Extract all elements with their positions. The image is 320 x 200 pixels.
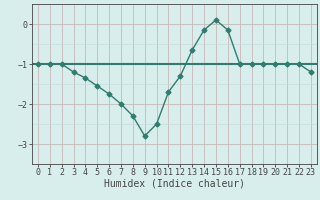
X-axis label: Humidex (Indice chaleur): Humidex (Indice chaleur) <box>104 179 245 189</box>
